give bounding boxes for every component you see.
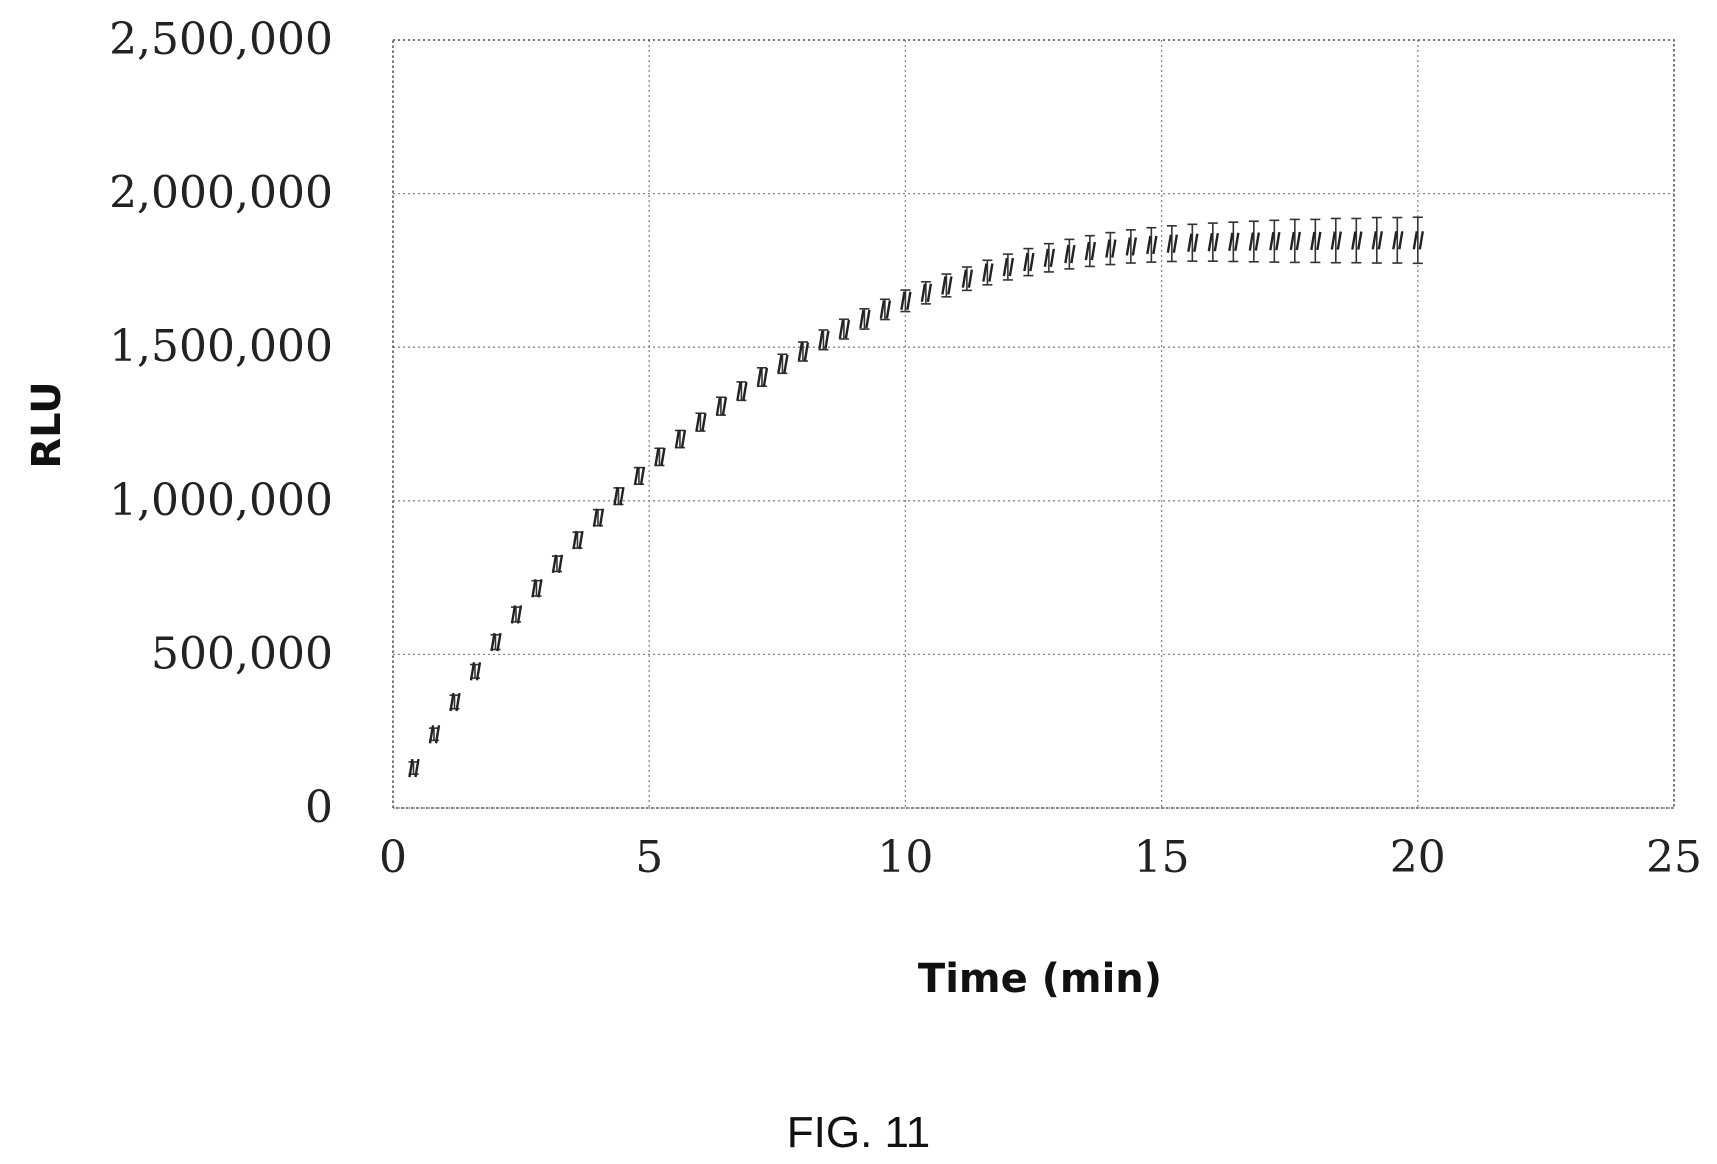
data-point [1125,229,1138,264]
data-point [879,298,892,321]
data-point [756,366,769,388]
data-point [1084,234,1097,268]
data-point [572,530,584,550]
data-point [469,662,482,681]
data-point [1207,222,1220,262]
data-point [1351,217,1363,264]
y-axis-title: RLU [24,381,70,468]
gridlines [392,39,1675,809]
y-tick-label: 2,500,000 [109,14,333,65]
x-axis-ticks: 0 5 10 15 20 25 [379,832,1702,883]
data-point [1412,216,1424,265]
data-point [1023,247,1035,277]
data-point [838,318,851,340]
data-point [941,273,953,298]
data-point [715,396,728,416]
x-tick-label: 0 [379,832,407,883]
x-tick-label: 25 [1646,832,1702,883]
data-point [531,579,543,598]
y-tick-label: 2,000,000 [109,168,333,219]
data-point [510,605,523,624]
data-point [408,758,420,778]
data-point [592,508,605,527]
data-point [1064,238,1076,270]
x-tick-label: 5 [635,832,663,883]
data-point [1043,242,1056,273]
data-point [900,289,912,313]
data-point [1289,218,1302,264]
x-axis-title: Time (min) [918,956,1162,1002]
data-point [1248,220,1261,263]
data-point [654,447,666,467]
data-point [449,692,461,712]
data-point [736,381,748,402]
data-point [1269,219,1281,263]
data-point [777,353,789,375]
data-point [1392,216,1404,264]
data-point [982,259,994,286]
data-point [633,466,646,486]
data-point [1105,231,1117,266]
data-point [695,412,707,432]
plot-area-border [392,39,1675,809]
data-point [1002,253,1015,281]
data-point [1228,221,1240,263]
data-point [551,554,564,573]
data-point [961,266,974,292]
data-markers [408,216,1424,778]
x-tick-label: 20 [1390,832,1446,883]
y-tick-label: 0 [305,782,333,833]
y-tick-label: 1,000,000 [109,475,333,526]
data-point [920,280,933,305]
data-point [859,307,871,330]
data-point [1371,216,1383,264]
data-point [1187,223,1199,262]
data-point [674,429,687,449]
data-point [1146,226,1158,263]
data-point [818,329,830,351]
x-tick-label: 15 [1134,832,1190,883]
y-tick-label: 500,000 [151,628,333,679]
x-tick-label: 10 [877,832,933,883]
data-point [1310,218,1322,264]
data-point [797,341,810,362]
data-point [1166,225,1179,263]
y-axis-ticks: 0 500,000 1,000,000 1,500,000 2,000,000 2,500… [109,14,333,833]
data-point [1330,217,1342,264]
data-point [613,486,625,506]
y-tick-label: 1,500,000 [109,321,333,372]
data-point [428,725,441,744]
data-point [490,632,502,652]
figure-caption: FIG. 11 [786,1108,931,1157]
